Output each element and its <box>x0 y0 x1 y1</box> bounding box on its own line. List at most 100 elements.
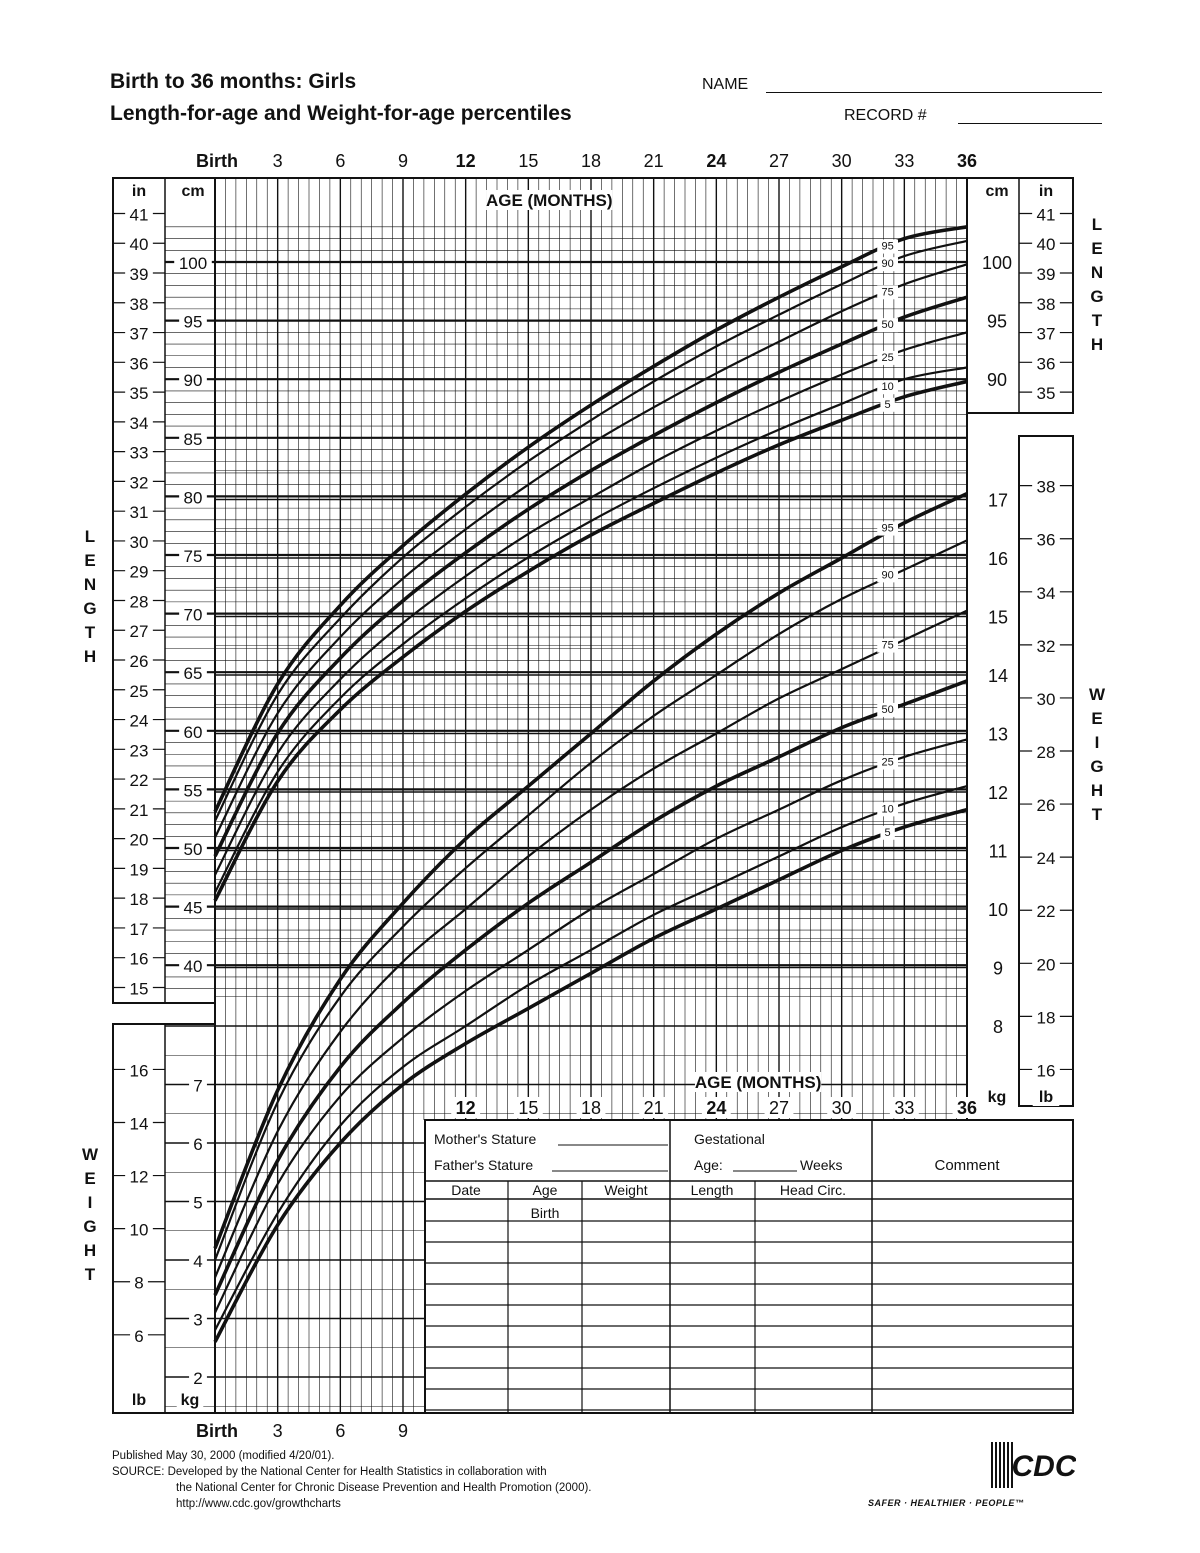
tick-in: 39 <box>130 265 149 284</box>
form-col-header: Head Circ. <box>780 1182 846 1198</box>
side-label-length-left: G <box>83 599 96 618</box>
x-tick-top: 27 <box>769 151 789 171</box>
tick-in: 25 <box>130 682 149 701</box>
x-tick-mid: 27 <box>769 1098 789 1118</box>
x-tick-top: 9 <box>398 151 408 171</box>
tick-kg: 3 <box>193 1311 202 1330</box>
weight-label-p75: 75 <box>881 640 893 652</box>
tick-kg-right: 11 <box>989 842 1008 862</box>
x-tick-top: 12 <box>456 151 476 171</box>
tick-in: 16 <box>130 950 149 969</box>
side-label-length-right: N <box>1091 263 1103 282</box>
tick-kg: 7 <box>193 1077 202 1096</box>
tick-lb-right: 22 <box>1037 902 1056 921</box>
tick-lb: 12 <box>130 1168 149 1187</box>
tick-cm-right: 100 <box>982 253 1012 273</box>
tick-cm-right: 90 <box>987 370 1007 390</box>
tick-in-right: 35 <box>1037 384 1056 403</box>
side-label-weight-right: W <box>1089 685 1106 704</box>
tick-kg-right: 16 <box>988 549 1008 569</box>
side-label-weight-left: H <box>84 1241 96 1260</box>
weight-label-p25: 25 <box>881 757 893 769</box>
tick-cm: 90 <box>184 371 203 390</box>
length-label-p10: 10 <box>881 381 893 393</box>
length-label-p95: 95 <box>881 241 893 253</box>
tick-kg: 2 <box>193 1369 202 1388</box>
tick-lb: 10 <box>130 1221 149 1240</box>
tick-cm: 85 <box>184 430 203 449</box>
comment-label: Comment <box>934 1157 1000 1174</box>
side-label-length-right: T <box>1092 311 1103 330</box>
tick-in: 26 <box>130 652 149 671</box>
length-label-p25: 25 <box>881 352 893 364</box>
tick-lb-right: 26 <box>1037 796 1056 815</box>
tick-in: 17 <box>130 920 149 939</box>
side-label-weight-right: I <box>1095 733 1100 752</box>
tick-cm: 95 <box>184 313 203 332</box>
side-label-weight-left: T <box>85 1265 96 1284</box>
tick-lb: 8 <box>134 1274 143 1293</box>
tick-in: 37 <box>130 325 149 344</box>
x-tick-mid: 33 <box>894 1098 914 1118</box>
x-tick-mid: 24 <box>706 1098 726 1118</box>
tick-cm: 80 <box>184 488 203 507</box>
tick-in: 36 <box>130 354 149 373</box>
footer-source-cont: the National Center for Chronic Disease … <box>176 1480 592 1496</box>
tick-in: 18 <box>130 890 149 909</box>
tick-kg-right: 8 <box>993 1017 1003 1037</box>
unit-in: in <box>132 183 146 200</box>
tick-in-right: 41 <box>1037 205 1056 224</box>
side-label-length-right: G <box>1090 287 1103 306</box>
footer-source: SOURCE: Developed by the National Center… <box>112 1464 547 1480</box>
weeks-label: Weeks <box>800 1157 843 1173</box>
side-label-length-right: E <box>1091 239 1102 258</box>
tick-lb-right: 16 <box>1037 1061 1056 1080</box>
form-col-header: Age <box>533 1182 558 1198</box>
footer-published: Published May 30, 2000 (modified 4/20/01… <box>112 1448 334 1464</box>
x-tick-mid: 12 <box>456 1098 476 1118</box>
tick-in: 28 <box>130 592 149 611</box>
side-label-length-left: T <box>85 623 96 642</box>
side-label-weight-right: G <box>1090 757 1103 776</box>
tick-kg-right: 9 <box>993 959 1003 979</box>
tick-in: 21 <box>130 801 149 820</box>
tick-cm: 75 <box>184 547 203 566</box>
tick-cm: 70 <box>184 606 203 625</box>
tick-kg: 6 <box>193 1135 202 1154</box>
side-label-weight-left: I <box>88 1193 93 1212</box>
form-first-row-age: Birth <box>531 1205 560 1221</box>
gestational-age-label: Age: <box>694 1157 723 1173</box>
length-label-p75: 75 <box>881 286 893 298</box>
form-col-header: Date <box>451 1182 481 1198</box>
x-tick-mid: 15 <box>518 1098 538 1118</box>
x-tick-bottom: 6 <box>335 1421 345 1441</box>
tick-cm: 100 <box>179 254 207 273</box>
length-label-p50: 50 <box>881 319 893 331</box>
tick-lb-right: 30 <box>1037 690 1056 709</box>
x-tick-top: 15 <box>518 151 538 171</box>
tick-lb: 14 <box>130 1115 149 1134</box>
tick-in: 34 <box>130 414 149 433</box>
tick-lb-right: 38 <box>1037 478 1056 497</box>
tick-in: 40 <box>130 235 149 254</box>
side-label-weight-left: E <box>84 1169 95 1188</box>
form-col-header: Length <box>691 1182 734 1198</box>
unit-cm-right: cm <box>985 183 1008 200</box>
cdc-logo: CDC <box>990 1440 1076 1490</box>
tick-cm: 55 <box>184 781 203 800</box>
tick-lb-right: 34 <box>1037 584 1056 603</box>
tick-cm: 45 <box>184 899 203 918</box>
x-tick-mid: 21 <box>644 1098 664 1118</box>
tick-in-right: 37 <box>1037 325 1056 344</box>
tick-lb-right: 28 <box>1037 743 1056 762</box>
tick-in: 38 <box>130 295 149 314</box>
footer-url[interactable]: http://www.cdc.gov/growthcharts <box>176 1496 341 1512</box>
x-tick-top: Birth <box>196 151 238 171</box>
side-label-length-right: H <box>1091 335 1103 354</box>
side-label-length-left: E <box>84 551 95 570</box>
x-tick-top: 36 <box>957 151 977 171</box>
tick-lb-right: 36 <box>1037 531 1056 550</box>
x-tick-top: 30 <box>832 151 852 171</box>
x-tick-top: 33 <box>894 151 914 171</box>
